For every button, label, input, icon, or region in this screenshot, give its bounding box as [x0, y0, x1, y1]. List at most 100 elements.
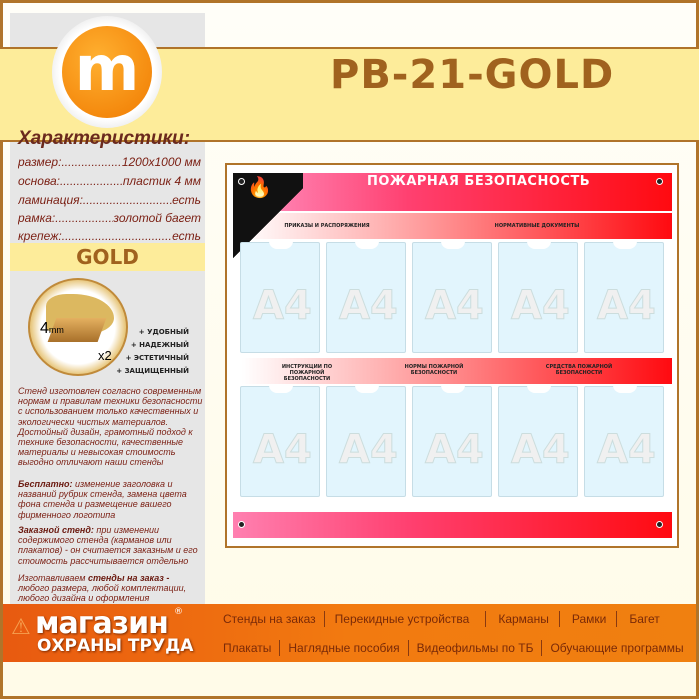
divider	[485, 611, 487, 627]
a4-pocket: A4	[412, 241, 492, 353]
section-label: ИНСТРУКЦИИ ПО ПОЖАРНОЙ БЕЗОПАСНОСТИ	[281, 364, 333, 382]
registered-icon: ®	[174, 607, 183, 617]
pocket-notch	[613, 241, 637, 249]
spec-row: основа:.................................…	[18, 174, 201, 188]
nav-link[interactable]: Наглядные пособия	[288, 641, 400, 655]
spec-value: есть	[172, 229, 201, 243]
thickness-label: 4mm	[40, 320, 64, 338]
board-footer-strip	[233, 512, 672, 538]
pocket-notch	[269, 241, 293, 249]
a4-label: A4	[425, 283, 485, 330]
free-label: Бесплатно:	[18, 479, 73, 489]
product-title: PB-21-GOLD	[330, 52, 615, 98]
spec-row: ламинация:..............................…	[18, 193, 201, 207]
spec-label: основа:	[18, 174, 60, 188]
divider	[407, 640, 409, 656]
section-label: СРЕДСТВА ПОЖАРНОЙ БЕЗОПАСНОСТИ	[545, 364, 613, 376]
pocket-notch	[355, 385, 379, 393]
spec-row: рамка:..................................…	[18, 211, 201, 225]
spec-label: размер:	[18, 155, 62, 169]
nav-link[interactable]: Перекидные устройства	[334, 612, 470, 626]
divider	[616, 611, 618, 627]
nav-link[interactable]: Плакаты	[223, 641, 272, 655]
pocket-notch	[441, 385, 465, 393]
fire-shield-icon: 🔥	[247, 177, 272, 199]
divider	[323, 611, 325, 627]
stand-preview: 🔥 ПОЖАРНАЯ БЕЗОПАСНОСТЬ ПРИКАЗЫ И РАСПОР…	[225, 163, 679, 548]
a4-pocket: A4	[412, 385, 492, 497]
spec-value: золотой багет	[113, 211, 201, 225]
a4-pocket: A4	[240, 241, 320, 353]
custom-label: Заказной стенд:	[18, 525, 94, 535]
mount-hole-icon	[238, 521, 245, 528]
logo-m-icon: m	[62, 26, 152, 118]
nav-row-2: Плакаты Наглядные пособия Видеофильмы по…	[215, 640, 692, 656]
nav-row-1: Стенды на заказ Перекидные устройства Ка…	[215, 611, 660, 627]
description-free: Бесплатно: изменение заголовка и названи…	[18, 479, 203, 520]
dots: ........................................…	[59, 174, 123, 188]
divider	[541, 640, 543, 656]
description-intro: Стенд изготовлен согласно современным но…	[18, 386, 203, 468]
pocket-notch	[269, 385, 293, 393]
specs-heading: Характеристики:	[18, 128, 191, 149]
a4-label: A4	[511, 283, 571, 330]
a4-pocket: A4	[326, 241, 406, 353]
mount-hole-icon	[656, 521, 663, 528]
nav-link[interactable]: Рамки	[571, 612, 607, 626]
a4-pocket: A4	[584, 385, 664, 497]
a4-label: A4	[511, 427, 571, 474]
thickness-unit: mm	[48, 325, 64, 335]
a4-pocket: A4	[326, 385, 406, 497]
a4-label: A4	[253, 283, 313, 330]
nav-link[interactable]: Карманы	[498, 612, 549, 626]
nav-link[interactable]: Обучающие программы	[550, 641, 684, 655]
order-pre: Изготавливаем	[18, 573, 88, 583]
dots: ........................................…	[61, 229, 173, 243]
nav-link[interactable]: Видеофильмы по ТБ	[416, 641, 534, 655]
a4-pocket: A4	[498, 241, 578, 353]
warning-sign-icon: ⚠	[11, 614, 31, 639]
a4-label: A4	[253, 427, 313, 474]
section-label: НОРМАТИВНЫЕ ДОКУМЕНТЫ	[494, 223, 580, 229]
section-label: ПРИКАЗЫ И РАСПОРЯЖЕНИЯ	[284, 223, 370, 229]
a4-label: A4	[425, 427, 485, 474]
pocket-notch	[613, 385, 637, 393]
nav-link[interactable]: Багет	[629, 612, 660, 626]
dots: ........................................…	[82, 193, 172, 207]
feature: + ЗАЩИЩЕННЫЙ	[116, 367, 189, 375]
board-header	[233, 173, 672, 211]
order-bold: стенды на заказ -	[87, 573, 170, 583]
gold-label: GOLD	[10, 243, 205, 271]
pocket-notch	[441, 241, 465, 249]
mount-hole-icon	[656, 178, 663, 185]
description-order: Изготавливаем стенды на заказ - любого р…	[18, 573, 203, 604]
feature: + УДОБНЫЙ	[138, 328, 189, 336]
a4-label: A4	[597, 283, 657, 330]
board-label-row	[233, 358, 672, 384]
dots: ........................................…	[55, 211, 113, 225]
free-text: изменение заголовка и названий рубрик ст…	[18, 479, 187, 520]
spec-row: размер:.................................…	[18, 155, 201, 169]
spec-label: рамка:	[18, 211, 56, 225]
description-custom: Заказной стенд: при изменении содержимог…	[18, 525, 203, 566]
pocket-notch	[527, 385, 551, 393]
feature: + ЭСТЕТИЧНЫЙ	[125, 354, 189, 362]
spec-value: есть	[172, 193, 201, 207]
spec-value: пластик 4 мм	[122, 174, 201, 188]
logo[interactable]: m	[52, 16, 162, 128]
pocket-notch	[527, 241, 551, 249]
fastener-count: x2	[98, 348, 112, 363]
pocket-notch	[355, 241, 379, 249]
thickness-value: 4	[40, 320, 49, 337]
a4-pocket: A4	[498, 385, 578, 497]
spec-row: крепеж:.................................…	[18, 229, 201, 243]
brand-subtitle[interactable]: ОХРАНЫ ТРУДА	[37, 636, 194, 656]
spec-label: ламинация:	[18, 193, 83, 207]
a4-pocket: A4	[584, 241, 664, 353]
section-label: НОРМЫ ПОЖАРНОЙ БЕЗОПАСНОСТИ	[404, 364, 464, 376]
dots: ........................................…	[61, 155, 122, 169]
spec-value: 1200x1000 мм	[121, 155, 201, 169]
brand-name[interactable]: магазин	[35, 606, 169, 641]
mount-hole-icon	[238, 178, 245, 185]
nav-link[interactable]: Стенды на заказ	[223, 612, 316, 626]
